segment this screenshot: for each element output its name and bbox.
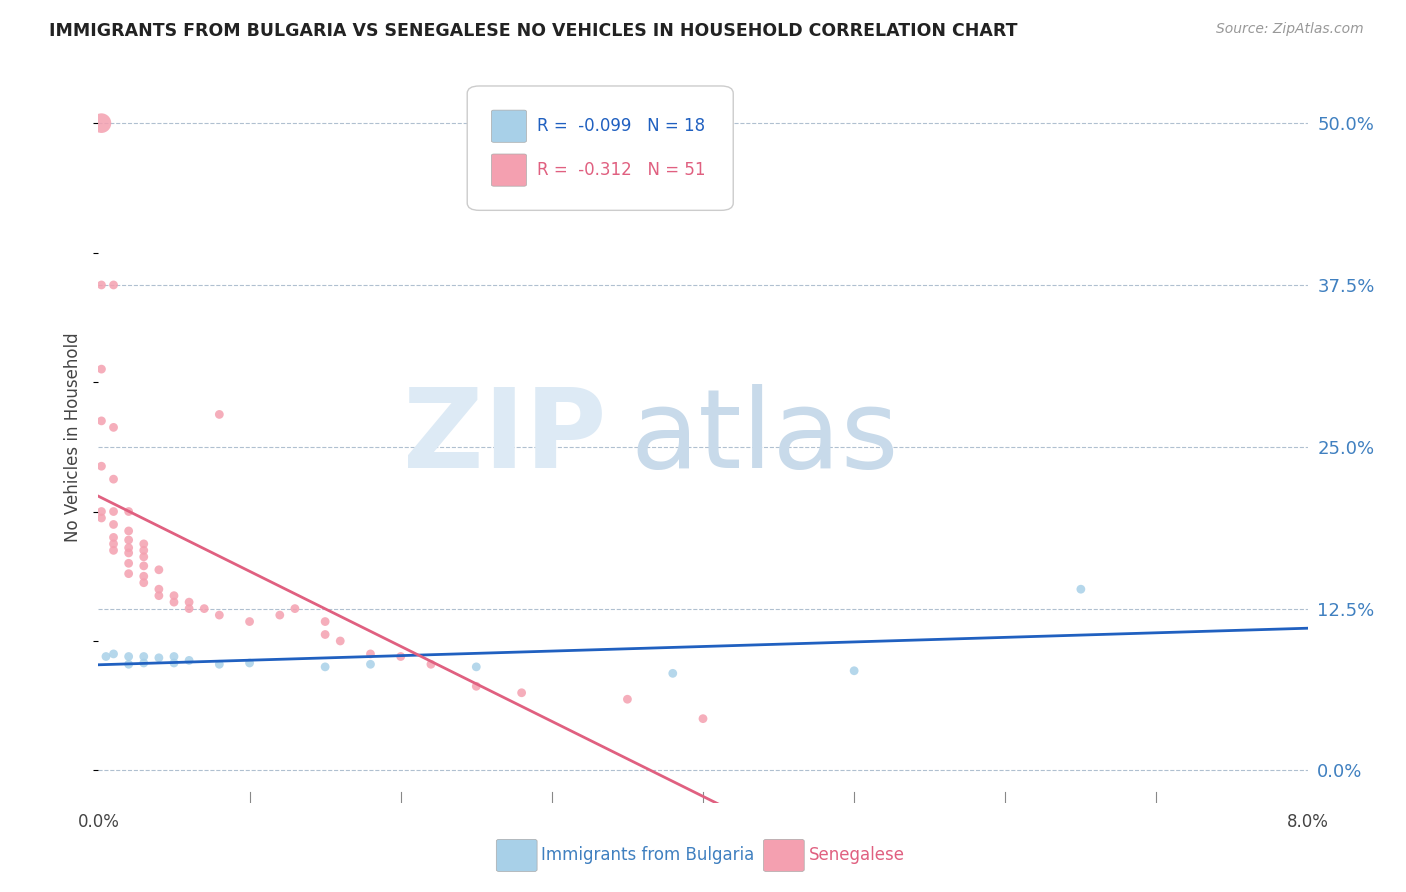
- Point: [844, 664, 866, 678]
- Point: [132, 543, 155, 558]
- Text: ZIP: ZIP: [404, 384, 606, 491]
- Point: [284, 601, 307, 615]
- Point: [193, 601, 215, 615]
- Point: [269, 608, 291, 623]
- Point: [148, 582, 170, 597]
- Point: [360, 647, 382, 661]
- Point: [132, 537, 155, 551]
- Point: [661, 666, 683, 681]
- Point: [132, 649, 155, 664]
- Point: [118, 657, 141, 672]
- Point: [118, 533, 141, 547]
- Point: [103, 277, 125, 292]
- Point: [118, 541, 141, 555]
- Point: [465, 679, 488, 693]
- Point: [314, 627, 336, 641]
- Point: [118, 557, 141, 571]
- Point: [148, 650, 170, 665]
- Point: [360, 657, 382, 672]
- Point: [103, 420, 125, 434]
- Point: [90, 277, 112, 292]
- Point: [163, 595, 186, 609]
- Point: [1070, 582, 1092, 597]
- Point: [132, 575, 155, 590]
- Point: [314, 615, 336, 629]
- Point: [179, 653, 201, 667]
- FancyBboxPatch shape: [492, 110, 526, 143]
- Point: [118, 546, 141, 560]
- Text: Senegalese: Senegalese: [808, 847, 904, 864]
- FancyBboxPatch shape: [467, 86, 734, 211]
- Point: [148, 589, 170, 603]
- Point: [103, 517, 125, 532]
- Point: [208, 608, 231, 623]
- Point: [314, 660, 336, 674]
- Point: [616, 692, 638, 706]
- Point: [208, 657, 231, 672]
- Point: [510, 686, 533, 700]
- Text: IMMIGRANTS FROM BULGARIA VS SENEGALESE NO VEHICLES IN HOUSEHOLD CORRELATION CHAR: IMMIGRANTS FROM BULGARIA VS SENEGALESE N…: [49, 22, 1018, 40]
- Point: [118, 504, 141, 518]
- Point: [389, 649, 412, 664]
- Point: [239, 656, 262, 670]
- Point: [148, 563, 170, 577]
- Y-axis label: No Vehicles in Household: No Vehicles in Household: [65, 332, 83, 542]
- Point: [90, 414, 112, 428]
- Point: [420, 657, 443, 672]
- Point: [329, 634, 352, 648]
- Point: [465, 660, 488, 674]
- Point: [208, 408, 231, 422]
- Point: [132, 558, 155, 573]
- Point: [103, 537, 125, 551]
- Point: [179, 595, 201, 609]
- Point: [103, 647, 125, 661]
- Point: [90, 362, 112, 376]
- Point: [103, 530, 125, 544]
- Point: [103, 504, 125, 518]
- FancyBboxPatch shape: [492, 154, 526, 186]
- Point: [94, 649, 117, 664]
- Point: [90, 459, 112, 474]
- Text: Immigrants from Bulgaria: Immigrants from Bulgaria: [541, 847, 755, 864]
- Point: [90, 511, 112, 525]
- Text: R =  -0.312   N = 51: R = -0.312 N = 51: [537, 161, 706, 179]
- Point: [90, 504, 112, 518]
- Text: Source: ZipAtlas.com: Source: ZipAtlas.com: [1216, 22, 1364, 37]
- Point: [239, 615, 262, 629]
- Text: atlas: atlas: [630, 384, 898, 491]
- Point: [90, 116, 112, 130]
- Point: [132, 656, 155, 670]
- Point: [118, 566, 141, 581]
- Point: [103, 472, 125, 486]
- Point: [163, 649, 186, 664]
- Point: [179, 601, 201, 615]
- Point: [163, 589, 186, 603]
- Point: [132, 569, 155, 583]
- Text: R =  -0.099   N = 18: R = -0.099 N = 18: [537, 117, 706, 136]
- Point: [118, 649, 141, 664]
- Point: [118, 524, 141, 538]
- Point: [692, 712, 714, 726]
- Point: [132, 549, 155, 564]
- Point: [163, 656, 186, 670]
- Point: [103, 543, 125, 558]
